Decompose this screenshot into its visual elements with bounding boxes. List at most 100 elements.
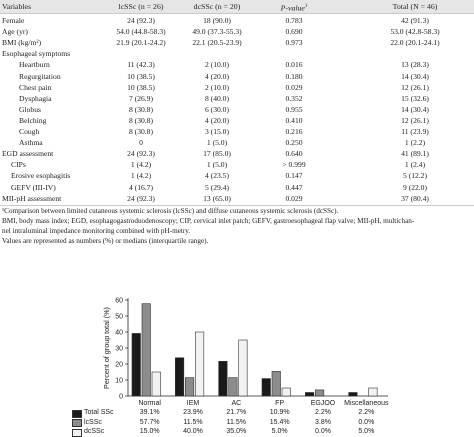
bar-total-ssc — [175, 357, 185, 397]
data-label: 2.2% — [358, 409, 375, 416]
table-cell: 0.352 — [285, 93, 303, 103]
y-tick-label: 20 — [115, 361, 123, 368]
row-label: Globus — [19, 104, 41, 114]
table-cell: 24 (92.3) — [127, 149, 155, 159]
footnote-line: Values are represented as numbers (%) or… — [2, 237, 209, 246]
table-cell: 0.147 — [285, 171, 303, 181]
table-cell: 8 (40.0) — [204, 93, 230, 103]
table-row: MII-pH assessment 24 (92.3) 13 (65.0) 0.029… — [0, 193, 474, 204]
data-label: 0.0% — [358, 418, 375, 426]
table-cell: 0.029 — [285, 193, 303, 203]
header-cell: P-value1 — [280, 3, 308, 13]
table-cell: 1 (5.0) — [206, 160, 228, 170]
table-header-band — [0, 0, 474, 14]
table-cell: 0.690 — [285, 27, 303, 37]
table-cell: > 0.999 — [282, 160, 306, 170]
bar-lcssc — [271, 371, 281, 397]
bar-lcssc — [228, 377, 238, 397]
table-cell: 24 (92.3) — [127, 16, 155, 25]
table-cell: 14 (30.4) — [401, 71, 429, 81]
data-label: 21.7% — [226, 409, 247, 416]
table-cell: 0.955 — [285, 104, 303, 114]
table-cell: 1 (4.2) — [130, 160, 152, 170]
table-cell: 0.016 — [285, 60, 303, 70]
table-cell: 5 (12.2) — [402, 171, 428, 181]
y-tick-label: 40 — [115, 329, 123, 336]
row-label: Heartburn — [19, 60, 50, 70]
legend-series-name: lcSSc — [84, 418, 102, 426]
table-row: Heartburn 11 (42.3) 2 (10.0) 0.016 13 (28.3) — [0, 59, 474, 70]
row-label: Erosive esophagitis — [11, 171, 71, 181]
table-cell: 49.0 (37.3-55.3) — [192, 27, 242, 37]
bar-dcssc — [151, 371, 161, 397]
bar-total-ssc — [348, 392, 358, 397]
table-cell: 53.0 (42.8-58.3) — [390, 27, 440, 37]
table-cell: 0.410 — [285, 115, 303, 125]
table-cell: 10 (38.5) — [127, 71, 155, 81]
table-cell: 15 (32.6) — [401, 93, 429, 103]
row-label: GEFV (III-IV) — [11, 182, 56, 192]
table-cell: 1 (2.2) — [404, 138, 426, 148]
table-cell: 9 (22.0) — [402, 182, 428, 192]
footnote-line: nel intraluminal impedance monitoring co… — [2, 227, 191, 236]
bar-total-ssc — [131, 333, 141, 397]
header-cell: dcSSc (n = 20) — [193, 2, 241, 11]
legend-series-name: Total SSc — [84, 409, 114, 416]
table-cell: 0.783 — [285, 16, 303, 25]
table-cell: 7 (26.9) — [128, 93, 154, 103]
table-cell: 0.640 — [285, 149, 303, 159]
table-cell: 5 (29.4) — [204, 182, 230, 192]
y-axis-label: Percent of group total (%) — [102, 307, 111, 389]
table-cell: 0.216 — [285, 127, 303, 136]
table-row: Chest pain 10 (38.5) 2 (10.0) 0.029 12 (26.1… — [0, 82, 474, 93]
table-cell: 41 (89.1) — [401, 149, 429, 159]
row-label: CIPs — [11, 160, 26, 170]
row-label: Age (yr) — [2, 27, 28, 37]
table-cell: 10 (38.5) — [127, 82, 155, 92]
table-cell: 4 (16.7) — [128, 182, 154, 192]
footnote-line: BMI, body mass index; EGD, esophagogastr… — [2, 216, 415, 225]
table-row: Erosive esophagitis 1 (4.2) 4 (23.5) 0.147 5… — [0, 170, 474, 181]
table-cell: 13 (65.0) — [203, 193, 231, 203]
legend-swatch — [72, 409, 82, 418]
bar-total-ssc — [218, 360, 228, 397]
data-label: 2.2% — [315, 409, 331, 416]
table-row: Cough 8 (30.8) 3 (15.0) 0.216 11 (23.9) — [0, 126, 474, 137]
y-tick-label: 30 — [115, 345, 123, 352]
table-cell: 4 (23.5) — [204, 171, 230, 181]
y-tick-label: 10 — [115, 377, 123, 384]
row-label: Dysphagia — [19, 93, 52, 103]
table-cell: 0.973 — [285, 38, 303, 48]
header-cell: Total (N = 46) — [392, 2, 438, 11]
legend-swatch — [72, 419, 82, 428]
data-label: 11.5% — [183, 418, 203, 426]
row-label: Regurgitation — [19, 71, 61, 81]
table-cell: 14 (30.4) — [401, 104, 429, 114]
row-label: Chest pain — [19, 82, 52, 92]
header-cell: Variables — [2, 2, 32, 11]
data-label: 3.8% — [315, 418, 331, 426]
table-row: Regurgitation 10 (38.5) 4 (20.0) 0.180 14 (3… — [0, 71, 474, 82]
table-row: CIPs 1 (4.2) 1 (5.0) > 0.999 1 (2.4) — [0, 159, 474, 170]
table-row: BMI (kg/m²) 21.9 (20.1-24.2) 22.1 (20.5-23… — [0, 37, 474, 48]
data-label: 39.1% — [139, 409, 160, 416]
table-row: Asthma 0 1 (5.0) 0.250 1 (2.2) — [0, 137, 474, 148]
row-label: Asthma — [19, 138, 43, 148]
table-cell: 22.0 (20.1-24.1) — [390, 38, 440, 48]
table-cell: 0.029 — [285, 82, 303, 92]
row-label: MII-pH assessment — [2, 193, 62, 203]
table-cell: 1 (5.0) — [206, 138, 228, 148]
table-cell: 0.180 — [285, 71, 303, 81]
table-cell: 2 (10.0) — [204, 82, 230, 92]
table-row: Globus 8 (30.8) 6 (30.0) 0.955 14 (30.4) — [0, 104, 474, 115]
table-cell: 2 (10.0) — [204, 60, 230, 70]
y-tick-label: 60 — [115, 297, 123, 304]
table-cell: 42 (91.3) — [401, 16, 429, 25]
table-cell: 8 (30.8) — [128, 104, 154, 114]
table-cell: 12 (26.1) — [401, 82, 429, 92]
table-cell: 3 (15.0) — [204, 127, 230, 136]
legend-swatch — [72, 428, 82, 437]
footnote-line: ¹Comparison between limited cutaneous sy… — [2, 206, 339, 215]
bar-dcssc — [238, 339, 248, 397]
table-cell: 37 (80.4) — [401, 193, 429, 203]
